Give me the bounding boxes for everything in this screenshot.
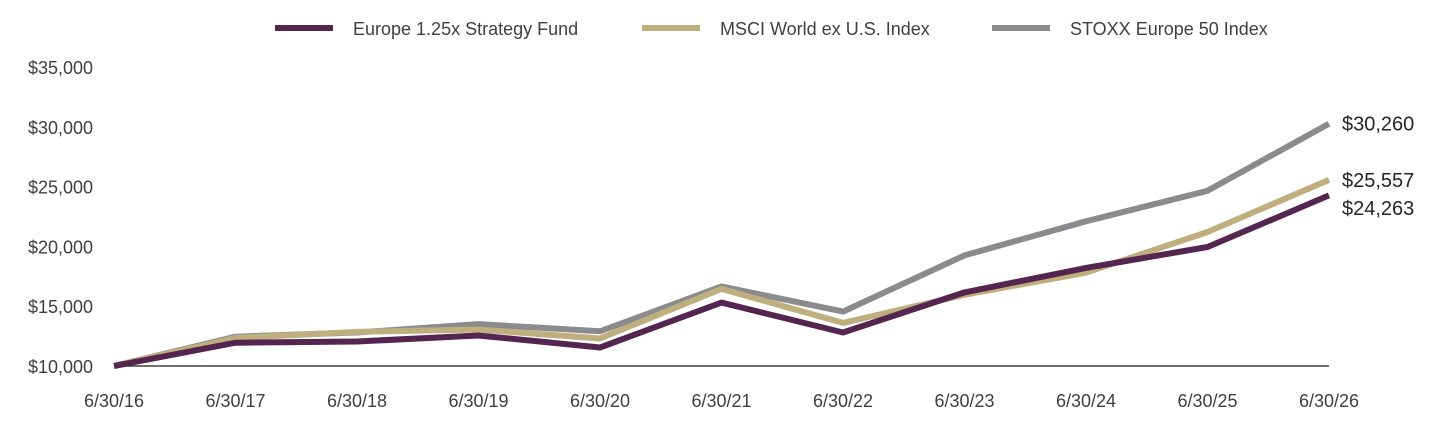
x-tick-label: 6/30/22 [813, 391, 873, 411]
end-value-label: $24,263 [1342, 198, 1414, 220]
x-tick-label: 6/30/25 [1177, 391, 1237, 411]
legend: Europe 1.25x Strategy Fund MSCI World ex … [275, 19, 1268, 39]
y-tick-label: $20,000 [28, 237, 93, 257]
x-tick-label: 6/30/19 [448, 391, 508, 411]
y-tick-label: $15,000 [28, 297, 93, 317]
x-tick-label: 6/30/21 [691, 391, 751, 411]
legend-label: STOXX Europe 50 Index [1070, 19, 1268, 39]
end-value-label: $25,557 [1342, 170, 1414, 192]
end-labels: $24,263 $25,557 $30,260 [1342, 114, 1414, 220]
y-tick-label: $35,000 [28, 58, 93, 78]
y-tick-label: $25,000 [28, 178, 93, 198]
x-tick-label: 6/30/18 [327, 391, 387, 411]
x-tick-label: 6/30/16 [84, 391, 144, 411]
legend-label: MSCI World ex U.S. Index [720, 19, 930, 39]
legend-label: Europe 1.25x Strategy Fund [353, 19, 578, 39]
x-tick-label: 6/30/20 [570, 391, 630, 411]
y-axis: $10,000 $15,000 $20,000 $25,000 $30,000 $35,0… [28, 58, 93, 377]
series-line [113, 121, 1331, 369]
y-tick-label: $10,000 [28, 357, 93, 377]
x-axis: 6/30/16 6/30/17 6/30/18 6/30/19 6/30/20 6/30/… [84, 365, 1359, 411]
series-line [113, 192, 1331, 369]
end-value-label: $30,260 [1342, 114, 1414, 136]
x-tick-label: 6/30/23 [934, 391, 994, 411]
x-tick-label: 6/30/24 [1056, 391, 1116, 411]
y-tick-label: $30,000 [28, 118, 93, 138]
series-lines [113, 121, 1331, 369]
x-tick-label: 6/30/17 [205, 391, 265, 411]
x-tick-label: 6/30/26 [1299, 391, 1359, 411]
